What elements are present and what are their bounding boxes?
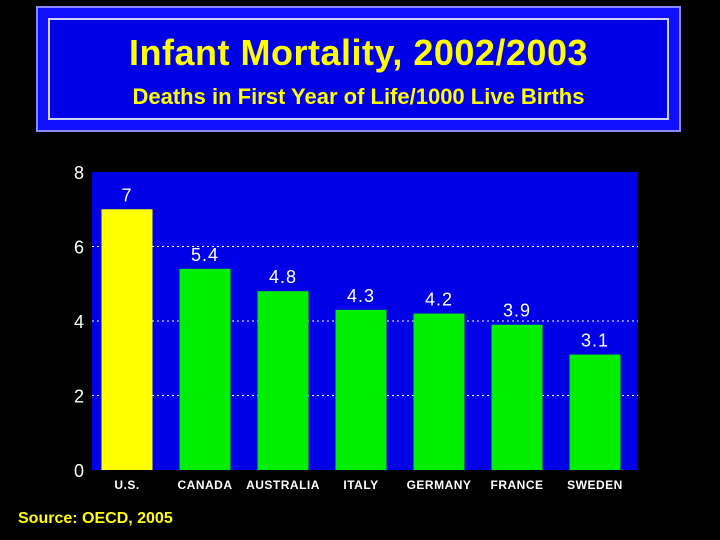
bar [179, 268, 231, 470]
data-label: 5.4 [191, 245, 219, 265]
x-tick-label: GERMANY [407, 478, 472, 492]
bar [413, 313, 465, 470]
title-banner-inner: Infant Mortality, 2002/2003 Deaths in Fi… [48, 18, 669, 120]
bar [257, 291, 309, 470]
data-label: 3.1 [581, 331, 609, 351]
source-note: Source: OECD, 2005 [18, 510, 173, 527]
y-tick-label: 2 [74, 387, 84, 407]
x-tick-label: U.S. [114, 478, 139, 492]
data-label: 4.3 [347, 286, 375, 306]
bar [491, 324, 543, 470]
bar [569, 354, 621, 470]
y-tick-label: 0 [74, 461, 84, 481]
y-tick-label: 6 [74, 238, 84, 258]
chart-subtitle: Deaths in First Year of Life/1000 Live B… [132, 84, 585, 109]
data-label: 7 [121, 185, 132, 205]
y-tick-label: 8 [74, 163, 84, 183]
x-tick-label: CANADA [178, 478, 233, 492]
bar [101, 209, 153, 470]
x-tick-label: FRANCE [491, 478, 544, 492]
bar [335, 309, 387, 470]
y-tick-label: 4 [74, 312, 84, 332]
x-tick-label: ITALY [343, 478, 378, 492]
x-tick-label: SWEDEN [567, 478, 623, 492]
data-label: 3.9 [503, 301, 531, 321]
title-banner: Infant Mortality, 2002/2003 Deaths in Fi… [36, 6, 681, 132]
data-label: 4.8 [269, 267, 297, 287]
x-tick-label: AUSTRALIA [246, 478, 320, 492]
data-label: 4.2 [425, 290, 453, 310]
chart-title: Infant Mortality, 2002/2003 [129, 32, 588, 73]
